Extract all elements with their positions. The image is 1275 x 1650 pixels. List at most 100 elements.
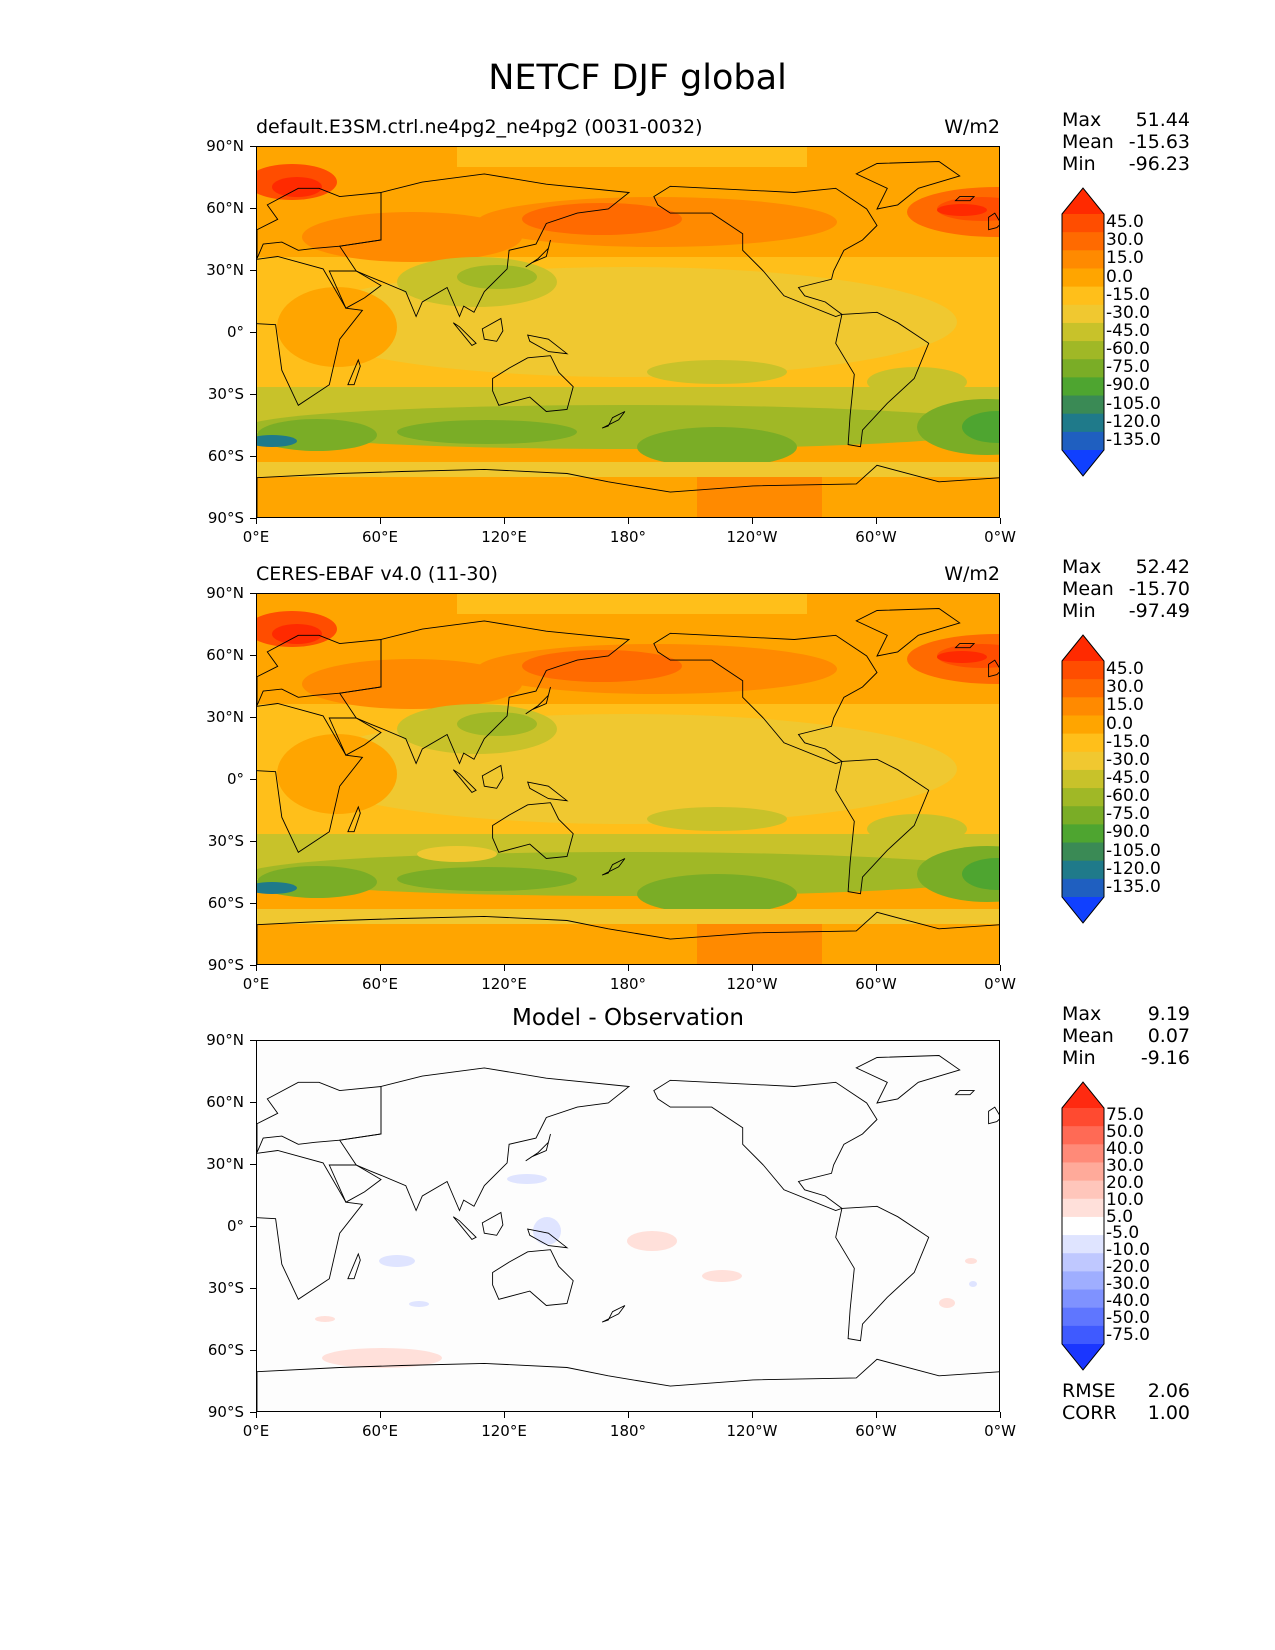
shading-layer: [257, 147, 999, 517]
colorbar-tick-label: -120.0: [1106, 411, 1161, 432]
colorbar-tick-label: 45.0: [1106, 212, 1144, 233]
coastline-sumatra: [452, 769, 477, 793]
x-tick-label: 0°W: [984, 975, 1016, 993]
coastline-nz: [601, 411, 626, 429]
stat-row: Max 9.19: [1062, 1003, 1190, 1025]
stat-label: Min: [1062, 1047, 1096, 1069]
colorbar-segment: [1062, 304, 1104, 324]
coastline-asia: [338, 1067, 631, 1212]
coastline-madagascar: [347, 1252, 361, 1280]
y-tick-label: 90°N: [206, 584, 244, 602]
coastline-iceland: [954, 643, 976, 649]
y-tick-mark: [250, 1412, 256, 1413]
y-tick-label: 90°N: [206, 1031, 244, 1049]
colorbar-segment: [1062, 286, 1104, 306]
stat-label: Max: [1062, 1003, 1102, 1025]
coastline-madagascar: [347, 805, 361, 833]
coastline-asia: [338, 173, 631, 318]
y-tick-label: 0°: [226, 770, 244, 788]
x-tick-mark: [380, 1412, 381, 1418]
stat-row: Max 52.42: [1062, 556, 1190, 578]
stat-row: CORR 1.00: [1062, 1402, 1190, 1424]
coastline-newguinea: [527, 1228, 569, 1249]
error-stats-block: RMSE 2.06 CORR 1.00: [1062, 1380, 1190, 1424]
y-tick-mark: [250, 1288, 256, 1289]
x-tick-label: 180°: [609, 975, 647, 993]
panel-units: W/m2: [944, 116, 1000, 138]
colorbar-tick-label: 40.0: [1106, 1139, 1144, 1160]
difference-map: [257, 1041, 999, 1411]
coastline-arabia: [328, 717, 382, 756]
field-map: [257, 147, 999, 517]
coastline-uk: [988, 1106, 999, 1125]
colorbar-segment: [1062, 1325, 1104, 1345]
y-tick-label: 60°N: [206, 646, 244, 664]
stats-block: Max 52.42 Mean -15.70 Min -97.49: [1062, 556, 1190, 622]
coastline-namerica: [653, 1079, 878, 1211]
colorbar-tick-label: -50.0: [1106, 1307, 1150, 1328]
colorbar-segment: [1062, 1235, 1104, 1254]
y-tick-mark: [250, 456, 256, 457]
y-tick-label: 30°S: [207, 832, 244, 850]
colorbar-tick-label: -75.0: [1106, 1324, 1150, 1345]
colorbar-tick-label: -30.0: [1106, 302, 1150, 323]
x-tick-label: 60°W: [855, 528, 897, 546]
colorbar-tick-label: 30.0: [1106, 230, 1144, 251]
y-tick-mark: [250, 1226, 256, 1227]
colorbar-segment: [1062, 679, 1104, 698]
stat-row: Min -96.23: [1062, 153, 1190, 175]
colorbar-segment: [1062, 806, 1104, 825]
map-frame: [256, 1040, 1000, 1412]
coastline-africa: [257, 1150, 364, 1300]
x-tick-label: 60°E: [361, 528, 399, 546]
x-tick-label: 60°E: [361, 1422, 399, 1440]
x-tick-mark: [1000, 965, 1001, 971]
coastline-madagascar: [347, 358, 361, 386]
coastline-uk: [988, 659, 999, 678]
y-tick-label: 30°N: [206, 708, 244, 726]
stat-value: -96.23: [1128, 153, 1190, 175]
y-tick-mark: [250, 518, 256, 519]
colorbar-segment: [1062, 1162, 1104, 1182]
coastline-nz: [601, 858, 626, 876]
colorbar-segment: [1062, 1271, 1104, 1291]
colorbar-segment: [1062, 250, 1104, 269]
colorbar-tick-label: -20.0: [1106, 1257, 1150, 1278]
coastlines: [257, 1055, 999, 1411]
y-tick-label: 90°S: [207, 1403, 244, 1421]
x-tick-mark: [752, 965, 753, 971]
coastline-australia: [492, 1249, 574, 1306]
x-tick-mark: [876, 1412, 877, 1418]
colorbar-tick-label: 0.0: [1106, 266, 1134, 287]
y-tick-mark: [250, 1164, 256, 1165]
coastline-uk: [988, 212, 999, 231]
colorbar-tick-label: 15.0: [1106, 695, 1144, 716]
x-tick-label: 60°W: [855, 975, 897, 993]
colorbar-tick-label: 5.0: [1106, 1206, 1134, 1227]
coastline-nz: [601, 1305, 626, 1323]
colorbar-tick-label: 30.0: [1106, 1156, 1144, 1176]
colorbar-tick-label: -30.0: [1106, 749, 1150, 770]
coastline-samerica: [835, 758, 930, 895]
x-tick-mark: [380, 518, 381, 524]
colorbar-segment: [1062, 359, 1104, 378]
coastline-australia: [492, 802, 574, 859]
x-tick-mark: [1000, 1412, 1001, 1418]
colorbar-segment: [1062, 413, 1104, 433]
stat-row: Mean -15.70: [1062, 578, 1190, 600]
colorbar-segment: [1062, 733, 1104, 753]
shading-layer: [257, 594, 999, 964]
stat-value: -15.63: [1128, 131, 1190, 153]
y-tick-label: 60°S: [207, 894, 244, 912]
colorbar-segment: [1062, 697, 1104, 716]
colorbar-segment: [1062, 715, 1104, 735]
colorbar-segment: [1062, 1216, 1104, 1236]
x-tick-label: 0°W: [984, 528, 1016, 546]
colorbar-segment: [1062, 769, 1104, 789]
x-tick-mark: [1000, 518, 1001, 524]
coastline-borneo: [481, 317, 504, 342]
stat-row: Min -97.49: [1062, 600, 1190, 622]
colorbar-segment: [1062, 214, 1104, 233]
stat-label: Mean: [1062, 578, 1114, 600]
colorbar-tick-label: -10.0: [1106, 1240, 1150, 1261]
